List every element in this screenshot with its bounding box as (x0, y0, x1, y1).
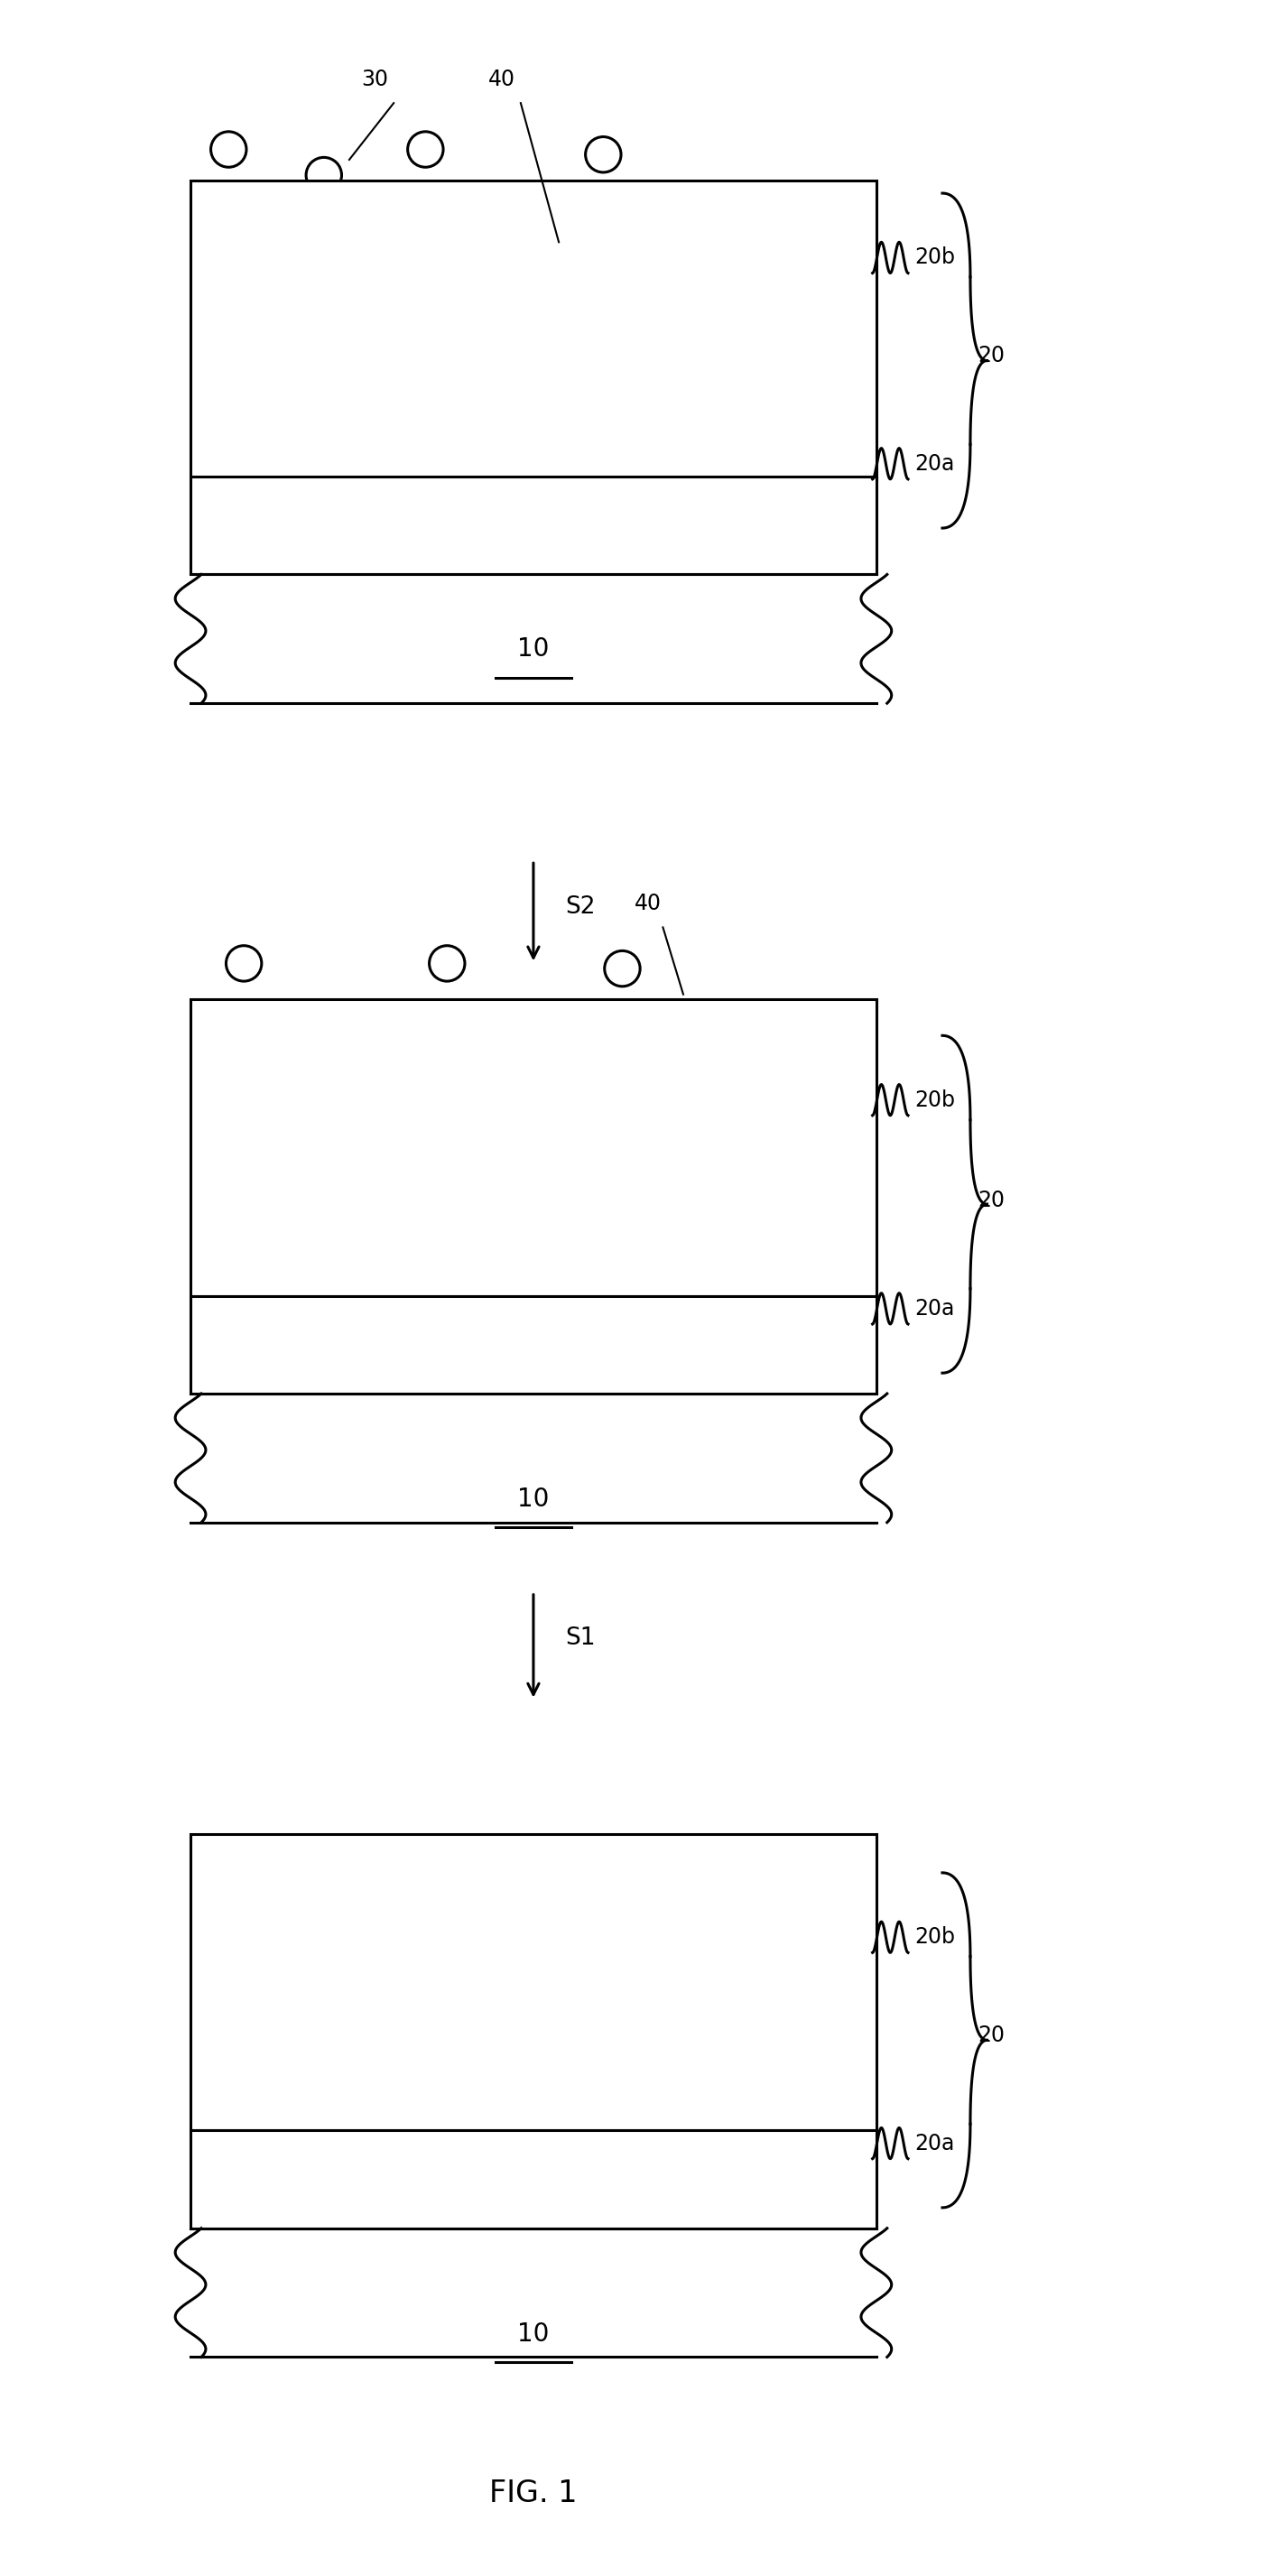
Ellipse shape (458, 430, 494, 466)
Bar (190, 2130, 876, 2228)
Ellipse shape (574, 1200, 610, 1236)
Text: 20a: 20a (914, 1298, 955, 1319)
Ellipse shape (226, 945, 262, 981)
Ellipse shape (395, 353, 431, 389)
Text: 40: 40 (488, 70, 516, 90)
Ellipse shape (255, 337, 291, 374)
Bar (190, 477, 876, 574)
Ellipse shape (391, 1270, 427, 1306)
Text: 20a: 20a (914, 453, 955, 474)
Ellipse shape (452, 245, 488, 281)
Text: 40: 40 (634, 894, 662, 914)
Ellipse shape (286, 350, 319, 381)
Bar (190, 180, 876, 477)
Ellipse shape (230, 461, 265, 497)
Ellipse shape (268, 224, 304, 260)
Text: 20a: 20a (914, 2133, 955, 2154)
Text: 10: 10 (517, 1486, 550, 1512)
Text: 20b: 20b (914, 247, 955, 268)
Text: 20: 20 (978, 1190, 1005, 1211)
Text: 10: 10 (517, 2321, 550, 2347)
Text: 10: 10 (517, 636, 550, 662)
Text: 20: 20 (978, 345, 1005, 366)
Ellipse shape (605, 951, 640, 987)
Ellipse shape (589, 1270, 625, 1306)
Ellipse shape (297, 1005, 333, 1041)
Ellipse shape (547, 219, 583, 255)
Ellipse shape (513, 1010, 549, 1046)
Ellipse shape (306, 157, 342, 193)
Ellipse shape (577, 1084, 612, 1121)
Ellipse shape (592, 355, 627, 392)
Text: 20: 20 (978, 2025, 1005, 2045)
Text: S2: S2 (565, 894, 596, 920)
Ellipse shape (427, 459, 462, 495)
Ellipse shape (668, 322, 704, 358)
Ellipse shape (531, 1149, 566, 1185)
Text: S1: S1 (565, 1625, 596, 1651)
Text: FIG. 1: FIG. 1 (489, 2478, 578, 2509)
Ellipse shape (211, 131, 246, 167)
Ellipse shape (585, 137, 621, 173)
Ellipse shape (287, 1203, 323, 1239)
Ellipse shape (476, 417, 509, 448)
Bar (190, 1834, 876, 2130)
Ellipse shape (522, 361, 555, 392)
Text: 30: 30 (361, 70, 389, 90)
Bar (190, 999, 876, 1296)
Ellipse shape (230, 430, 265, 466)
Ellipse shape (237, 417, 271, 448)
Ellipse shape (640, 459, 676, 495)
Ellipse shape (368, 237, 401, 268)
Ellipse shape (653, 222, 686, 252)
Text: 20b: 20b (914, 1927, 955, 1947)
Ellipse shape (429, 945, 465, 981)
Ellipse shape (370, 1079, 405, 1115)
Ellipse shape (408, 131, 443, 167)
Ellipse shape (221, 216, 254, 247)
Bar (190, 1296, 876, 1394)
Ellipse shape (259, 1149, 295, 1185)
Text: 20b: 20b (914, 1090, 955, 1110)
